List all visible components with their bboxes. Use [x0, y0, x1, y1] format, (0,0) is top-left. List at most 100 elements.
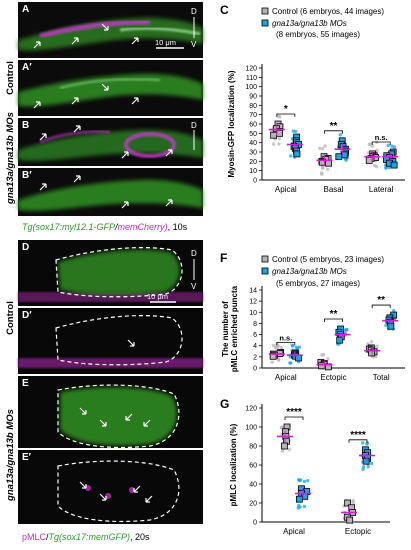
panel-letter-D: D — [22, 242, 29, 253]
data-point — [273, 346, 278, 350]
y-tick-label: 0 — [253, 178, 257, 185]
y-axis-label: Myosin-GFP localization (%) — [227, 70, 236, 177]
data-point — [277, 142, 281, 146]
panel-letter-A-prime: A′ — [22, 62, 32, 73]
data-point — [366, 465, 370, 469]
data-point — [276, 358, 281, 363]
panel-letter-B-prime: B′ — [22, 170, 32, 181]
embryo-mean-point — [293, 150, 301, 158]
data-point — [279, 345, 284, 350]
data-point — [375, 344, 379, 348]
y-tick-label: 60 — [249, 463, 257, 470]
y-axis-label: The number ofpMLC enriched puncta — [221, 285, 239, 372]
y-tick-label: 80 — [249, 444, 257, 451]
data-point — [291, 129, 296, 133]
y-tick-label: 40 — [249, 140, 257, 147]
legend-marker-mo — [261, 19, 269, 27]
y-tick-label: 4 — [253, 343, 257, 350]
legend-marker-control — [261, 7, 269, 15]
significance-label: n.s. — [279, 333, 292, 342]
legend-label-mo-count: (8 embryos, 55 images) — [276, 30, 360, 39]
panel-B-prime-image: B′ — [18, 168, 203, 216]
data-point — [392, 145, 397, 149]
data-point — [387, 165, 391, 170]
data-point — [326, 357, 330, 361]
chart-G: 0 20 40 60 80 100 120 pMLC localization (%) Apic… — [229, 404, 390, 536]
data-point — [287, 447, 292, 452]
y-tick-label: 12 — [249, 299, 257, 306]
y-tick-label: 6 — [253, 332, 257, 339]
data-point — [361, 441, 365, 445]
significance-label: * — [284, 104, 288, 115]
data-point — [320, 147, 325, 151]
significance-bracket — [276, 113, 296, 117]
data-point — [276, 114, 280, 118]
y-tick-label: 10 — [249, 168, 257, 175]
y-tick-label: 80 — [249, 103, 257, 110]
data-point — [386, 143, 390, 148]
y-tick-label: 120 — [245, 406, 257, 413]
significance-label: n.s. — [375, 133, 388, 142]
data-point — [302, 479, 307, 484]
panel-letter-E: E — [22, 378, 29, 389]
legend-label-mo: gna13a/gna13b MOs — [272, 267, 347, 276]
significance-bracket — [371, 141, 391, 145]
legend-label-mo: gna13a/gna13b MOs — [272, 19, 347, 28]
data-point — [361, 465, 366, 469]
scale-bar-label-top: 10 μm — [155, 38, 176, 47]
data-point — [296, 477, 301, 482]
significance-label: **** — [350, 430, 366, 441]
y-tick-label: 70 — [249, 112, 257, 119]
data-point — [290, 343, 294, 347]
scale-bar-label-mid: 10 μm — [147, 292, 168, 301]
x-category-label: Apical — [283, 527, 305, 536]
panel-letter-D-prime: D′ — [22, 310, 32, 321]
caption-bottom: pMLC/Tg(sox17:memGFP), 20s — [22, 532, 150, 542]
significance-label: ** — [330, 309, 338, 320]
data-point — [392, 308, 396, 313]
embryo-mean-point — [362, 457, 370, 465]
data-point — [297, 503, 301, 508]
data-point — [294, 345, 299, 349]
panel-letter-A: A — [22, 4, 29, 15]
embryo-mean-point — [270, 131, 278, 139]
data-point — [271, 343, 276, 348]
panel-letter-B: B — [22, 120, 29, 131]
panel-E-image: E — [18, 376, 203, 449]
panel-B-image: B D — [18, 118, 203, 166]
data-point — [319, 171, 324, 175]
embryo-mean-point — [365, 156, 373, 164]
y-tick-label: 20 — [249, 159, 257, 166]
orient-v-A: V — [191, 40, 197, 49]
x-category-label: Basal — [323, 185, 343, 194]
data-point — [367, 142, 372, 147]
panel-letter-F: F — [220, 251, 227, 265]
significance-bracket — [371, 304, 391, 309]
data-point — [370, 144, 375, 148]
orient-d-A: D — [191, 7, 197, 16]
x-category-label: Ectopic — [345, 527, 371, 536]
data-point — [323, 144, 327, 148]
side-label-control-top: Control — [5, 61, 16, 95]
embryo-mean-point — [318, 362, 325, 370]
embryo-mean-point — [295, 495, 303, 503]
data-point — [384, 323, 388, 328]
data-point — [370, 461, 374, 466]
data-point — [306, 478, 310, 483]
legend-label-control: Control (6 embryos, 44 images) — [272, 7, 384, 16]
embryo-mean-point — [335, 153, 343, 161]
data-point — [365, 441, 370, 445]
data-point — [270, 360, 274, 364]
data-point — [375, 148, 379, 153]
data-point — [321, 352, 326, 357]
significance-bracket — [348, 439, 368, 443]
chart-C: 0 10 20 30 40 50 60 70 80 90 100 110 120 Myosin-GFP l… — [227, 7, 405, 194]
data-point — [343, 328, 348, 332]
panel-letter-G: G — [220, 397, 229, 411]
panel-E-prime-image: E′ — [18, 450, 203, 524]
data-point — [302, 504, 307, 509]
data-point — [351, 500, 355, 505]
significance-label: ** — [377, 295, 385, 306]
y-tick-label: 60 — [249, 122, 257, 129]
